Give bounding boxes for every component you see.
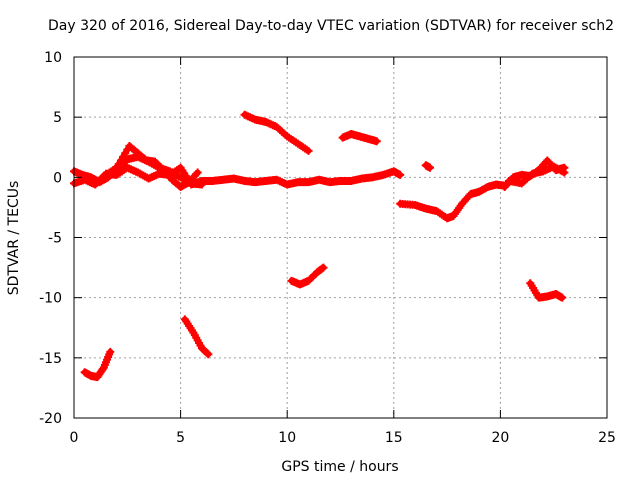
series-main-band-c xyxy=(101,142,202,191)
series-isolated-pair xyxy=(421,161,435,172)
data-point xyxy=(558,293,567,302)
series-upper-left-arc xyxy=(240,110,313,155)
data-points xyxy=(70,110,569,382)
series-late-dip xyxy=(396,180,509,223)
data-point xyxy=(304,146,313,155)
x-tick-label: 0 xyxy=(70,430,79,446)
x-tick-label: 20 xyxy=(491,430,509,446)
data-point xyxy=(426,163,435,172)
x-tick-label: 5 xyxy=(176,430,185,446)
series-arc-minus-9.8 xyxy=(526,279,567,302)
x-tick-label: 15 xyxy=(385,430,403,446)
y-tick-label: -10 xyxy=(39,291,62,307)
data-point xyxy=(106,347,115,356)
data-point xyxy=(396,170,405,179)
y-axis-label: SDTVAR / TECUs xyxy=(6,181,22,296)
y-tick-label: 0 xyxy=(53,170,62,186)
data-point xyxy=(193,168,202,177)
data-point xyxy=(204,350,213,359)
y-tick-label: 5 xyxy=(53,110,62,126)
data-point xyxy=(203,349,212,358)
axis-ticks: 0 5 10 15 20 25 -20 -15 -10 -5 0 5 10 xyxy=(39,50,616,446)
chart-title: Day 320 of 2016, Sidereal Day-to-day VTE… xyxy=(48,18,614,34)
series-arc-minus-8 xyxy=(287,263,328,289)
x-tick-label: 25 xyxy=(598,430,616,446)
data-point xyxy=(98,365,107,374)
series-late-band-b xyxy=(504,162,569,188)
series-upper-right-arc xyxy=(338,130,381,146)
series-arc-minus-16 xyxy=(80,347,115,382)
x-axis-label: GPS time / hours xyxy=(281,459,398,475)
y-tick-label: -15 xyxy=(39,351,62,367)
x-tick-label: 10 xyxy=(278,430,296,446)
y-tick-label: 10 xyxy=(44,50,62,66)
data-point xyxy=(197,180,206,189)
y-tick-label: -5 xyxy=(48,231,62,247)
series-arc-minus-13 xyxy=(180,315,213,359)
data-point xyxy=(319,263,328,272)
y-tick-label: -20 xyxy=(39,411,62,427)
data-point xyxy=(560,168,569,177)
data-point xyxy=(372,137,381,146)
data-point xyxy=(192,170,201,179)
